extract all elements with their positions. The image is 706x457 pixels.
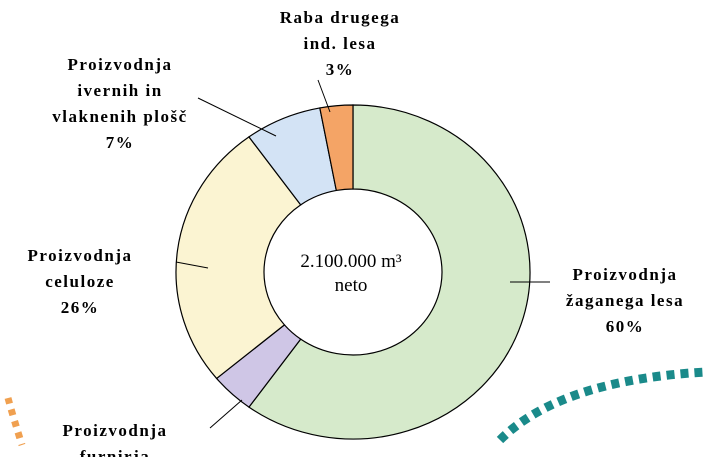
category-label: Proizvodnja žaganega lesa xyxy=(545,262,705,314)
category-label: Raba drugega ind. lesa xyxy=(265,5,415,57)
category-label: Proizvodnja furnirja xyxy=(45,418,185,457)
category-label: Proizvodnja celuloze xyxy=(10,243,150,295)
decoration xyxy=(500,372,706,440)
value-label: 26% xyxy=(10,295,150,321)
leader-line xyxy=(210,400,242,428)
page: 2.100.000 m³ neto Proizvodnja žaganega l… xyxy=(0,0,706,457)
center-label: 2.100.000 m³ xyxy=(271,250,431,274)
value-label: 3% xyxy=(265,57,415,83)
decoration xyxy=(8,398,22,445)
category-label: Proizvodnja ivernih in vlaknenih plošč xyxy=(45,52,195,130)
value-label: 7% xyxy=(45,130,195,156)
value-label: 60% xyxy=(545,314,705,340)
leader-line xyxy=(198,98,276,136)
center-label: neto xyxy=(271,274,431,298)
